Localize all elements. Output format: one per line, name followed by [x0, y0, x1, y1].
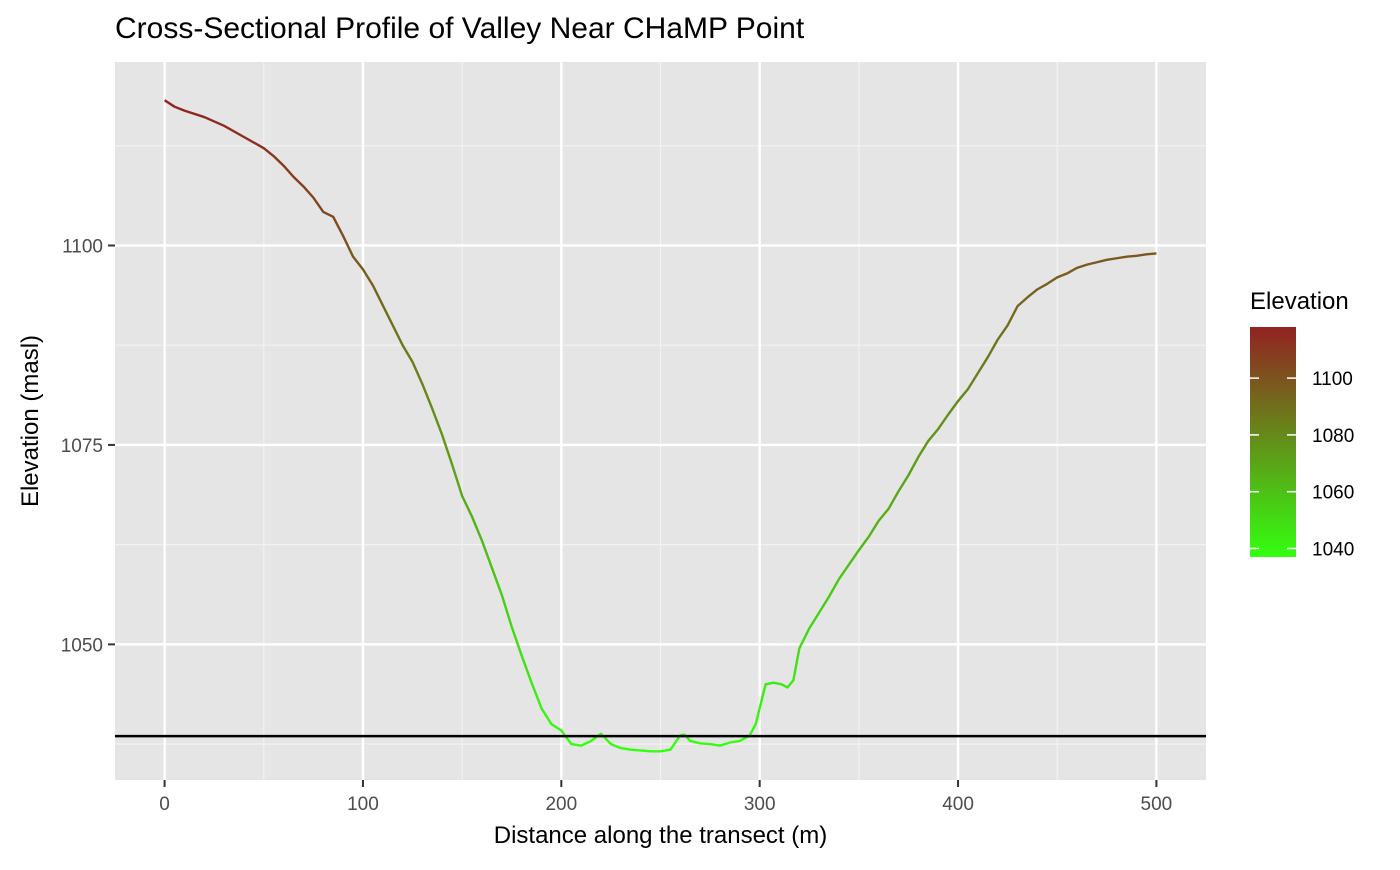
x-tick-label: 500 [1141, 794, 1173, 815]
x-tick-label: 200 [545, 794, 577, 815]
elevation-profile-line [163, 99, 1157, 753]
y-axis-label: Elevation (masl) [17, 335, 44, 507]
legend-title: Elevation [1250, 288, 1349, 315]
legend-ticks: 1040 1060 1080 1100 [1250, 369, 1354, 560]
x-tick-label: 400 [942, 794, 974, 815]
x-tick-label: 0 [159, 794, 170, 815]
x-axis-label: Distance along the transect (m) [494, 822, 827, 849]
legend-colorbar [1250, 327, 1296, 557]
legend-tick-label: 1060 [1312, 483, 1354, 504]
y-tick-label: 1050 [61, 635, 103, 656]
chart-title: Cross-Sectional Profile of Valley Near C… [115, 12, 805, 45]
legend: Elevation 1040 1060 1080 1100 [1250, 288, 1354, 560]
legend-tick-label: 1080 [1312, 426, 1354, 447]
y-tick-label: 1075 [61, 436, 103, 457]
x-tick-label: 300 [744, 794, 776, 815]
grid-minor [115, 62, 1206, 780]
x-tick-label: 100 [347, 794, 379, 815]
legend-tick-label: 1040 [1312, 539, 1354, 560]
grid-major [115, 62, 1206, 780]
axis-ticks: 0 100 200 300 400 500 1050 1075 1100 [61, 236, 1173, 815]
legend-tick-label: 1100 [1312, 369, 1353, 390]
y-tick-label: 1100 [62, 236, 103, 257]
